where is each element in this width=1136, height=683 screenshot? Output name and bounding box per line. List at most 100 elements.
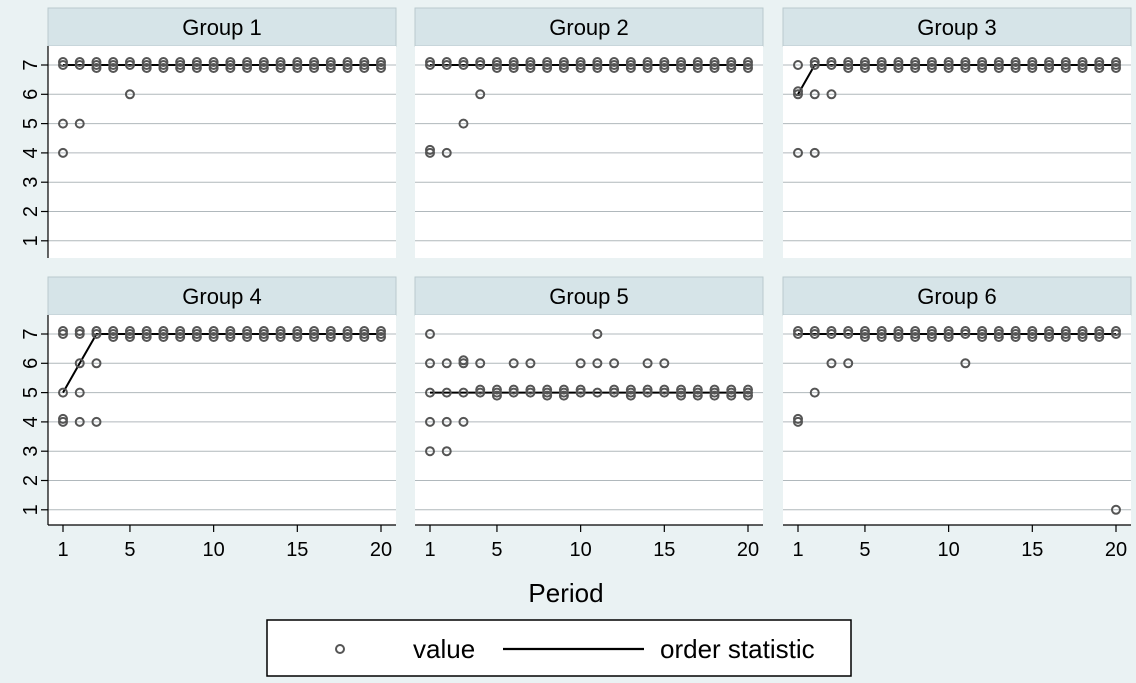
value-point (359, 63, 370, 73)
value-point (575, 57, 586, 67)
plot-area (415, 315, 763, 525)
value-point (376, 332, 386, 342)
value-point (743, 384, 753, 395)
value-point (609, 57, 620, 67)
value-point (292, 63, 303, 73)
value-point (659, 63, 670, 73)
value-point (108, 57, 119, 67)
value-point (525, 384, 536, 395)
value-point (58, 413, 68, 424)
value-point (592, 329, 603, 339)
y-tick-label: 7 (20, 59, 42, 70)
y-tick-label: 3 (20, 177, 42, 188)
value-point (826, 89, 837, 100)
value-point (158, 332, 169, 342)
plot-area (415, 46, 763, 258)
value-point (74, 118, 85, 129)
value-point (592, 63, 603, 73)
value-point (859, 326, 870, 336)
value-point (676, 390, 687, 401)
value-point (1077, 332, 1088, 342)
value-point (58, 326, 68, 336)
value-point (642, 63, 653, 73)
panel-title: Group 4 (182, 284, 262, 309)
value-point (175, 57, 186, 67)
value-point (743, 390, 753, 401)
value-point (458, 416, 469, 427)
panel-header (782, 276, 1132, 316)
value-point (441, 358, 452, 369)
value-point (826, 326, 837, 336)
x-tick-label: 10 (203, 539, 225, 561)
value-point (91, 63, 102, 73)
value-point (309, 63, 320, 73)
value-point (676, 384, 687, 395)
value-point (943, 326, 954, 336)
value-point (1060, 326, 1071, 336)
legend-label-order-statistic: order statistic (660, 634, 815, 664)
value-point (910, 63, 921, 73)
y-tick-label: 1 (20, 504, 42, 515)
value-point (876, 326, 887, 336)
value-point (1111, 504, 1121, 515)
value-point (726, 384, 737, 395)
value-point (659, 57, 670, 67)
value-point (575, 63, 586, 73)
value-point (191, 63, 202, 73)
value-point (58, 387, 68, 398)
value-point (208, 326, 219, 336)
value-point (175, 332, 186, 342)
value-point (993, 326, 1004, 336)
value-point (558, 390, 569, 401)
value-point (242, 326, 253, 336)
value-point (843, 57, 854, 67)
value-point (108, 63, 119, 73)
value-point (258, 63, 269, 73)
value-point (793, 413, 803, 424)
value-point (993, 57, 1004, 67)
value-point (525, 57, 536, 67)
value-point (558, 384, 569, 395)
x-tick-label: 15 (1021, 539, 1043, 561)
value-point (609, 384, 620, 395)
panel-header (414, 276, 764, 316)
value-point (475, 57, 486, 67)
value-point (292, 326, 303, 336)
value-point (692, 63, 703, 73)
value-point (258, 326, 269, 336)
value-point (325, 326, 336, 336)
value-point (376, 63, 386, 73)
value-point (1060, 332, 1071, 342)
value-point (893, 326, 904, 336)
value-point (258, 57, 269, 67)
value-point (425, 446, 435, 457)
value-point (242, 332, 253, 342)
panel-header (47, 276, 397, 316)
value-point (141, 332, 152, 342)
value-point (809, 387, 820, 398)
x-tick-label: 5 (124, 539, 135, 561)
value-point (458, 387, 469, 398)
value-point (141, 57, 152, 67)
x-tick-label: 10 (938, 539, 960, 561)
value-point (1027, 57, 1038, 67)
y-tick-label: 5 (20, 387, 42, 398)
value-point (977, 326, 988, 336)
value-point (1010, 332, 1021, 342)
value-point (859, 332, 870, 342)
value-point (575, 358, 586, 369)
value-point (425, 387, 435, 398)
y-tick-label: 2 (20, 206, 42, 217)
x-tick-label: 10 (570, 539, 592, 561)
value-point (242, 63, 253, 73)
value-point (74, 358, 85, 369)
value-point (642, 358, 653, 369)
value-point (1094, 63, 1105, 73)
value-point (1027, 332, 1038, 342)
value-point (676, 63, 687, 73)
value-point (359, 326, 370, 336)
value-point (74, 387, 85, 398)
value-point (475, 89, 486, 100)
